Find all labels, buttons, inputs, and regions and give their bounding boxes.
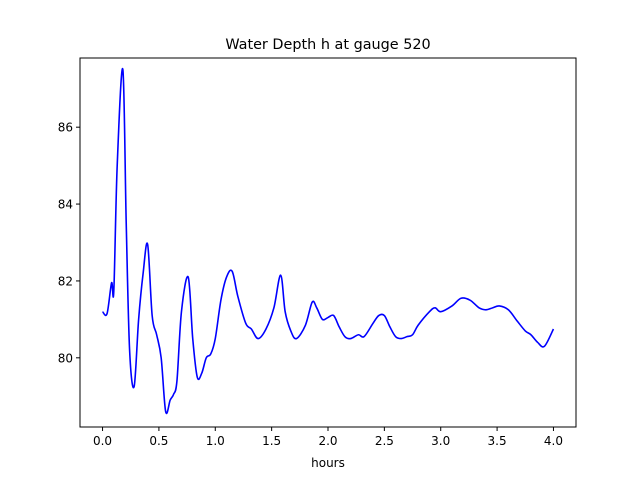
x-tick-label: 3.0: [431, 434, 450, 448]
y-tick-label: 80: [58, 351, 73, 365]
y-tick-label: 82: [58, 274, 73, 288]
x-tick-label: 4.0: [544, 434, 563, 448]
x-tick-label: 0.5: [149, 434, 168, 448]
x-tick-label: 0.0: [93, 434, 112, 448]
x-tick-label: 2.5: [375, 434, 394, 448]
chart-title: Water Depth h at gauge 520: [225, 37, 430, 53]
y-tick-label: 86: [58, 121, 73, 135]
x-axis-label: hours: [311, 456, 345, 470]
plot-frame: [79, 57, 577, 428]
x-tick-label: 1.5: [262, 434, 281, 448]
y-axis-ticks: 80 82 84 86: [58, 121, 80, 365]
x-tick-label: 3.5: [488, 434, 507, 448]
y-tick-label: 84: [58, 198, 73, 212]
water-depth-line: [101, 67, 555, 415]
x-tick-label: 2.0: [318, 434, 337, 448]
x-axis-ticks: 0.0 0.5 1.0 1.5 2.0 2.5 3.0 3.5 4.0: [93, 427, 563, 448]
x-tick-label: 1.0: [206, 434, 225, 448]
series-group: [101, 67, 555, 415]
